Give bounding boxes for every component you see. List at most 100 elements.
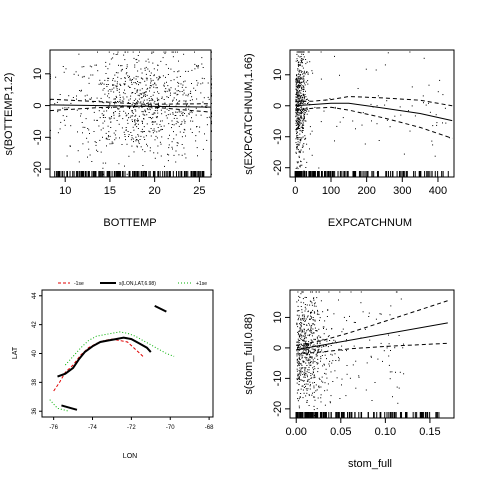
data-point [157, 104, 159, 106]
data-point [298, 340, 299, 342]
data-point [389, 378, 391, 380]
data-point [298, 76, 300, 78]
data-point [298, 314, 300, 316]
data-point [152, 62, 154, 64]
points-layer-1 [50, 51, 212, 175]
data-point [299, 104, 301, 106]
data-point [295, 112, 297, 114]
data-point [307, 369, 309, 371]
data-point [128, 113, 129, 115]
data-point [172, 56, 174, 58]
data-point [311, 331, 313, 333]
data-point [172, 148, 173, 150]
data-point [154, 83, 156, 85]
data-point [303, 72, 305, 74]
data-point [134, 104, 135, 106]
data-point [109, 63, 111, 65]
data-point [296, 301, 298, 303]
x-tick-label: -72 [127, 425, 136, 431]
data-point [300, 363, 302, 365]
data-point [124, 59, 126, 61]
data-point [122, 100, 124, 102]
data-point [131, 137, 133, 139]
data-point [117, 101, 119, 103]
data-point [364, 143, 366, 145]
data-point [302, 90, 304, 92]
data-point [89, 98, 91, 100]
data-point [327, 346, 329, 348]
data-point [146, 143, 147, 145]
data-point [168, 67, 169, 69]
data-point [107, 84, 109, 85]
data-point [92, 74, 94, 76]
data-point [133, 129, 135, 131]
data-point [182, 84, 184, 86]
data-point [95, 105, 97, 107]
data-point [145, 95, 146, 97]
data-point [165, 115, 167, 117]
data-point [432, 144, 434, 146]
data-point [296, 58, 298, 60]
data-point [378, 140, 380, 141]
data-point [338, 360, 340, 362]
data-point [389, 126, 391, 128]
data-point [84, 99, 86, 101]
data-point [303, 72, 305, 74]
data-point [157, 69, 158, 71]
data-point [306, 98, 308, 100]
data-point [322, 338, 324, 340]
data-point [310, 342, 312, 344]
data-point [140, 97, 142, 99]
data-point [346, 365, 348, 366]
data-point [345, 395, 347, 397]
data-point [191, 112, 193, 114]
plot-frame [41, 289, 214, 418]
data-point [399, 106, 401, 108]
data-point [306, 324, 307, 326]
data-point [200, 83, 202, 85]
data-point [311, 154, 313, 156]
data-point [111, 88, 113, 90]
data-point [299, 112, 301, 114]
data-point [183, 128, 185, 130]
data-point [136, 91, 138, 93]
data-point [195, 140, 197, 142]
x-axis-label: LON [123, 453, 137, 460]
data-point [82, 143, 84, 145]
data-point [171, 127, 172, 129]
data-point [386, 100, 388, 102]
data-point [296, 103, 298, 105]
data-point [298, 123, 299, 125]
data-point [117, 72, 119, 74]
data-point [301, 164, 303, 166]
data-point [101, 82, 103, 84]
data-point [304, 99, 306, 101]
data-point [133, 151, 135, 153]
data-point [151, 113, 153, 115]
data-point [199, 126, 201, 128]
data-point [92, 101, 94, 103]
data-point [179, 76, 181, 77]
data-point [104, 79, 106, 81]
data-point [298, 64, 300, 65]
data-point [191, 96, 193, 98]
data-point [297, 122, 299, 124]
contour-fragment [49, 399, 70, 412]
data-point [307, 51, 309, 53]
data-point [379, 313, 381, 315]
data-point [308, 345, 310, 347]
data-point [302, 385, 304, 387]
data-point [113, 91, 115, 93]
data-point [129, 87, 131, 88]
data-point [296, 121, 298, 122]
data-point [165, 88, 167, 90]
data-point [191, 99, 193, 101]
data-point [297, 351, 299, 353]
data-point [428, 102, 429, 104]
data-point [136, 126, 138, 128]
data-point [299, 91, 301, 93]
data-point [305, 332, 307, 334]
data-point [306, 161, 308, 163]
data-point [310, 291, 312, 293]
data-point [326, 340, 328, 342]
